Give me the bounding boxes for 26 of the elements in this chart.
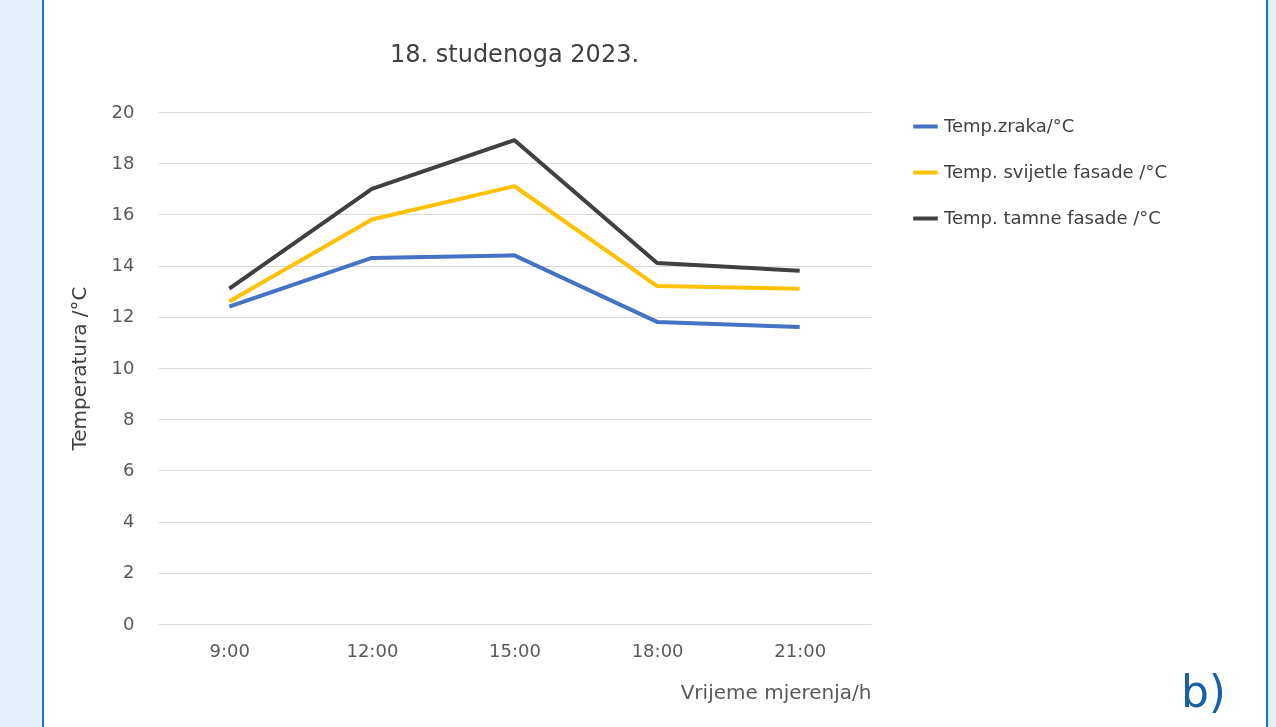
text: b) [1180, 666, 1226, 717]
y-tick-label: 20 [111, 100, 135, 122]
line-series [227, 253, 802, 330]
y-tick-label: 18 [111, 151, 135, 173]
y-tick-label: 4 [123, 510, 135, 532]
x-tick-label: 21:00 [774, 639, 827, 661]
x-tick-label: 12:00 [346, 639, 399, 661]
y-tick-label: 14 [111, 254, 135, 276]
line-series [227, 184, 802, 304]
y-tick-label: 16 [111, 202, 135, 224]
y-tick-label: 10 [111, 356, 135, 378]
legend-label: Temp. tamne fasade /°C [943, 206, 1161, 228]
legend-label: Temp.zraka/°C [943, 114, 1075, 136]
y-tick-label: 6 [123, 458, 135, 480]
y-axis-title: Temperatura /°C [66, 286, 91, 452]
y-tick-label: 8 [123, 407, 135, 429]
y-tick-label: 2 [123, 561, 135, 583]
x-tick-label: 9:00 [209, 639, 251, 661]
y-tick-label: 0 [123, 612, 135, 634]
x-tick-label: 15:00 [489, 639, 541, 661]
legend-label: Temp. svijetle fasade /°C [943, 160, 1168, 182]
x-axis-title: Vrijeme mjerenja/h [680, 679, 872, 704]
line-series [227, 138, 802, 291]
chart-title: 18. studenoga 2023. [389, 40, 640, 68]
x-tick-label: 18:00 [631, 639, 684, 661]
y-tick-label: 12 [111, 305, 135, 327]
